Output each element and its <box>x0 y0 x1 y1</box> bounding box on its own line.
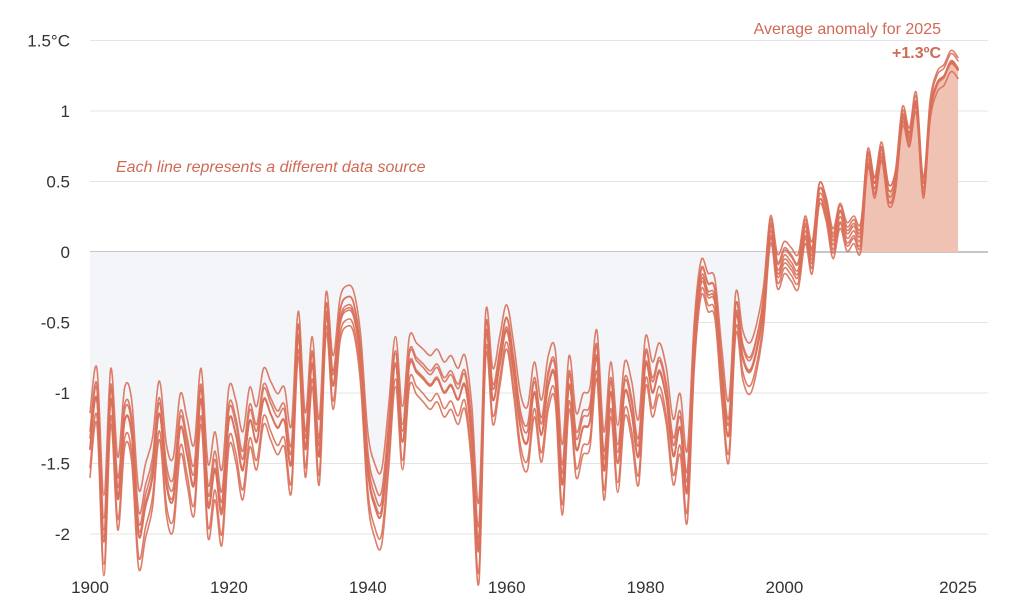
y-tick-label: 0 <box>61 243 70 262</box>
y-tick-label: 0.5 <box>46 173 70 192</box>
annotations: Each line represents a different data so… <box>116 21 941 176</box>
anomaly-label: Average anomaly for 2025 <box>754 21 941 38</box>
x-tick-label: 2025 <box>939 578 977 597</box>
x-tick-label: 1980 <box>627 578 665 597</box>
negative-anomaly-area <box>90 252 771 549</box>
axis-labels: 1.5°C 1 0.5 0 -0.5 -1 -1.5 -2 1900 1920 1940 1960 19… <box>27 32 977 598</box>
anomaly-value: +1.3ºC <box>892 45 941 62</box>
x-tick-label: 1960 <box>488 578 526 597</box>
y-tick-label: -2 <box>55 525 70 544</box>
series-line-7 <box>89 70 959 547</box>
x-tick-label: 1920 <box>210 578 248 597</box>
anomaly-areas <box>90 61 958 549</box>
x-tick-label: 1900 <box>71 578 109 597</box>
y-tick-label: 1 <box>61 102 70 121</box>
y-tick-label: -1.5 <box>41 455 70 474</box>
series-line-8 <box>89 49 959 540</box>
x-tick-label: 2000 <box>765 578 803 597</box>
y-tick-label: -0.5 <box>41 314 70 333</box>
y-tick-label: 1.5°C <box>27 32 70 51</box>
series-line-3 <box>89 59 959 575</box>
series-lines <box>89 49 959 586</box>
sources-note: Each line represents a different data so… <box>116 159 426 176</box>
x-tick-label: 1940 <box>349 578 387 597</box>
y-tick-label: -1 <box>55 384 70 403</box>
series-line-5 <box>89 61 959 586</box>
positive-anomaly-area <box>860 61 958 253</box>
series-line-4 <box>89 62 959 505</box>
